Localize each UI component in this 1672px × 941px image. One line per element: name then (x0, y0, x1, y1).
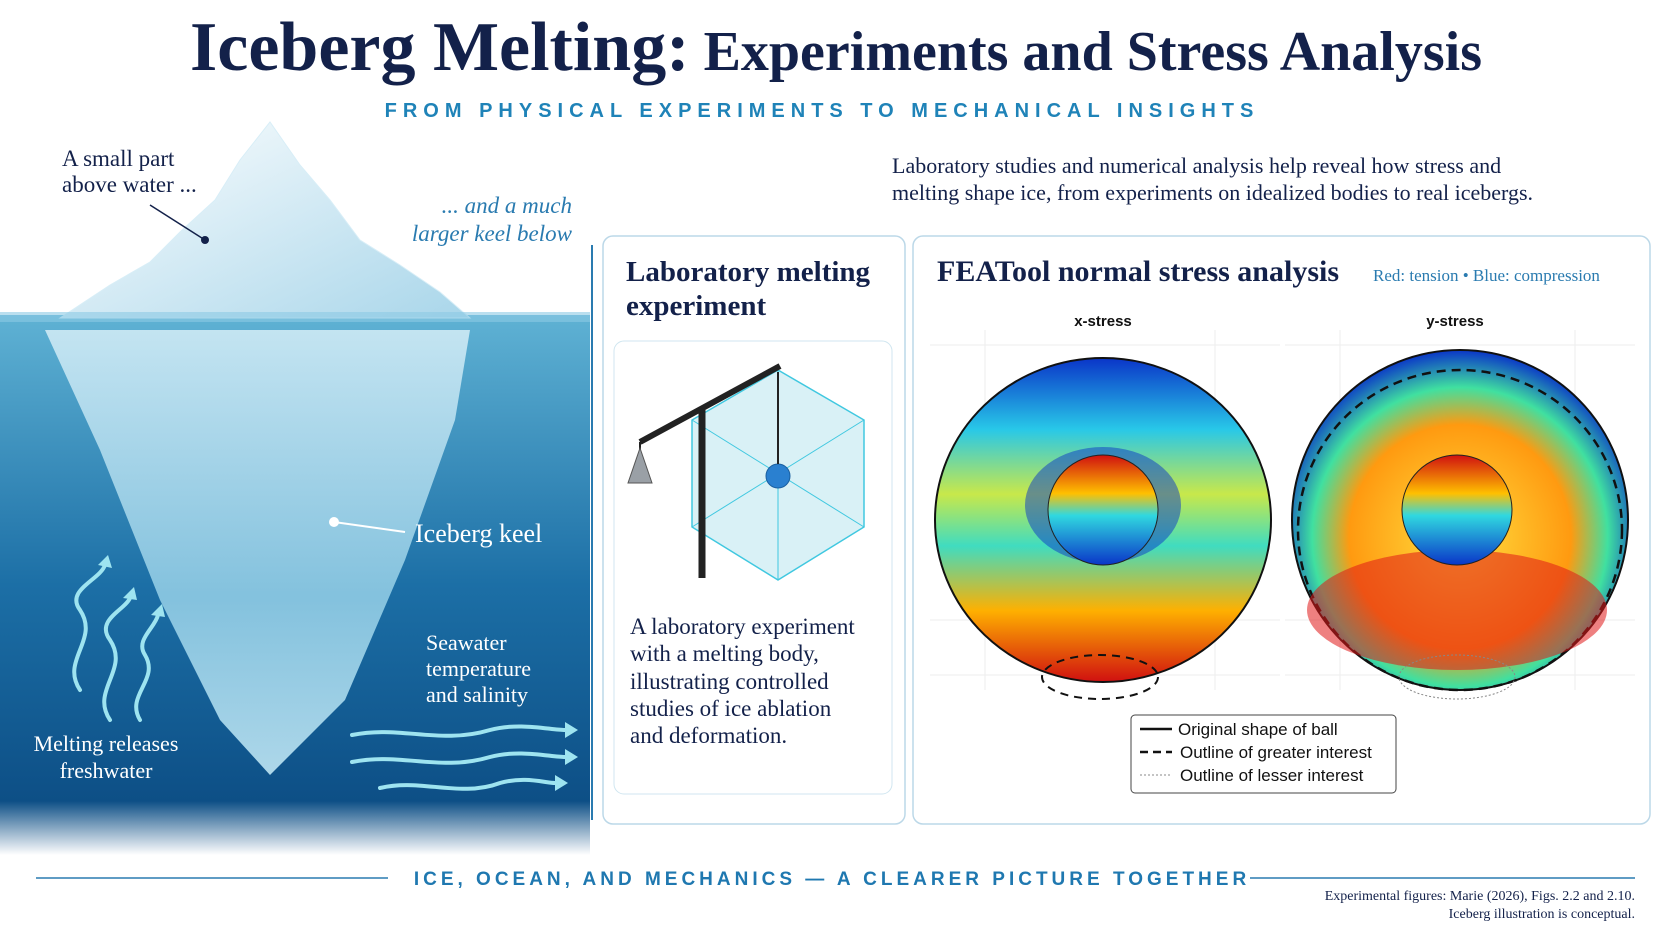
legend-entry: Outline of greater interest (1180, 743, 1372, 762)
leader-line (333, 521, 406, 533)
plot-label: x-stress (1074, 313, 1132, 330)
keel (45, 330, 470, 775)
caption-line: A laboratory experiment (630, 614, 855, 639)
water-surface (0, 312, 590, 322)
credit: Iceberg illustration is conceptual. (1449, 907, 1635, 922)
legend-entry: Original shape of ball (1178, 720, 1338, 739)
y-stress-plot (1291, 349, 1629, 700)
label-line: Seawater (426, 630, 507, 655)
caption-line: with a melting body, (630, 641, 819, 666)
plot-legend: Original shape of ball Outline of greate… (1130, 714, 1397, 794)
seawater-label: Seawater temperature and salinity (426, 630, 531, 707)
intro: Laboratory studies and numerical analysi… (892, 153, 1533, 205)
label-line: A small part (62, 146, 175, 171)
plot-label: y-stress (1426, 313, 1484, 330)
label-line: temperature (426, 656, 531, 681)
arrow-heads (98, 555, 578, 791)
above-label: A small part above water ... (62, 146, 197, 197)
intro-line: melting shape ice, from experiments on i… (892, 180, 1533, 205)
lab-figure-frame (613, 340, 893, 795)
label-line: ... and a much (442, 193, 572, 218)
label-line: and salinity (426, 682, 528, 707)
title-rest: Experiments and Stress Analysis (704, 21, 1482, 83)
title: Iceberg Melting: Experiments and Stress A… (190, 9, 1482, 86)
melt-arrows (72, 563, 567, 791)
intro-line: Laboratory studies and numerical analysi… (892, 153, 1501, 178)
peak (58, 121, 472, 319)
lab-caption: A laboratory experiment with a melting b… (630, 614, 855, 748)
title-line: experiment (626, 290, 766, 322)
below-label: ... and a much larger keel below (412, 193, 573, 246)
x-stress-plot (934, 357, 1272, 700)
caption-line: and deformation. (630, 723, 787, 748)
label-line: freshwater (60, 758, 154, 783)
legend-entry: Outline of lesser interest (1180, 766, 1364, 785)
label-line: larger keel below (412, 221, 573, 246)
caption-line: studies of ice ablation (630, 696, 832, 721)
title-main: Iceberg Melting: (190, 9, 690, 86)
lab-apparatus (627, 363, 865, 581)
caption-line: illustrating controlled (630, 669, 829, 694)
stress-title: FEATool normal stress analysis (937, 255, 1339, 288)
label-line: above water ... (62, 172, 197, 197)
melt-label: Melting releases freshwater (34, 731, 179, 783)
leader-dot (201, 236, 209, 244)
credit: Experimental figures: Marie (2026), Figs… (1325, 889, 1635, 904)
lab-title: Laboratory melting experiment (626, 256, 871, 322)
title-line: Laboratory melting (626, 256, 871, 288)
leader-dot (329, 517, 339, 527)
iceberg-illustration: A small part above water ... ... and a m… (0, 121, 590, 855)
label-line: Melting releases (34, 731, 179, 756)
subtitle: FROM PHYSICAL EXPERIMENTS TO MECHANICAL … (385, 100, 1260, 122)
color-key: Red: tension • Blue: compression (1373, 266, 1600, 285)
leader-line (149, 204, 206, 241)
keel-label: Iceberg keel (415, 519, 542, 548)
tagline: ICE, OCEAN, AND MECHANICS — A CLEARER PI… (414, 869, 1250, 890)
